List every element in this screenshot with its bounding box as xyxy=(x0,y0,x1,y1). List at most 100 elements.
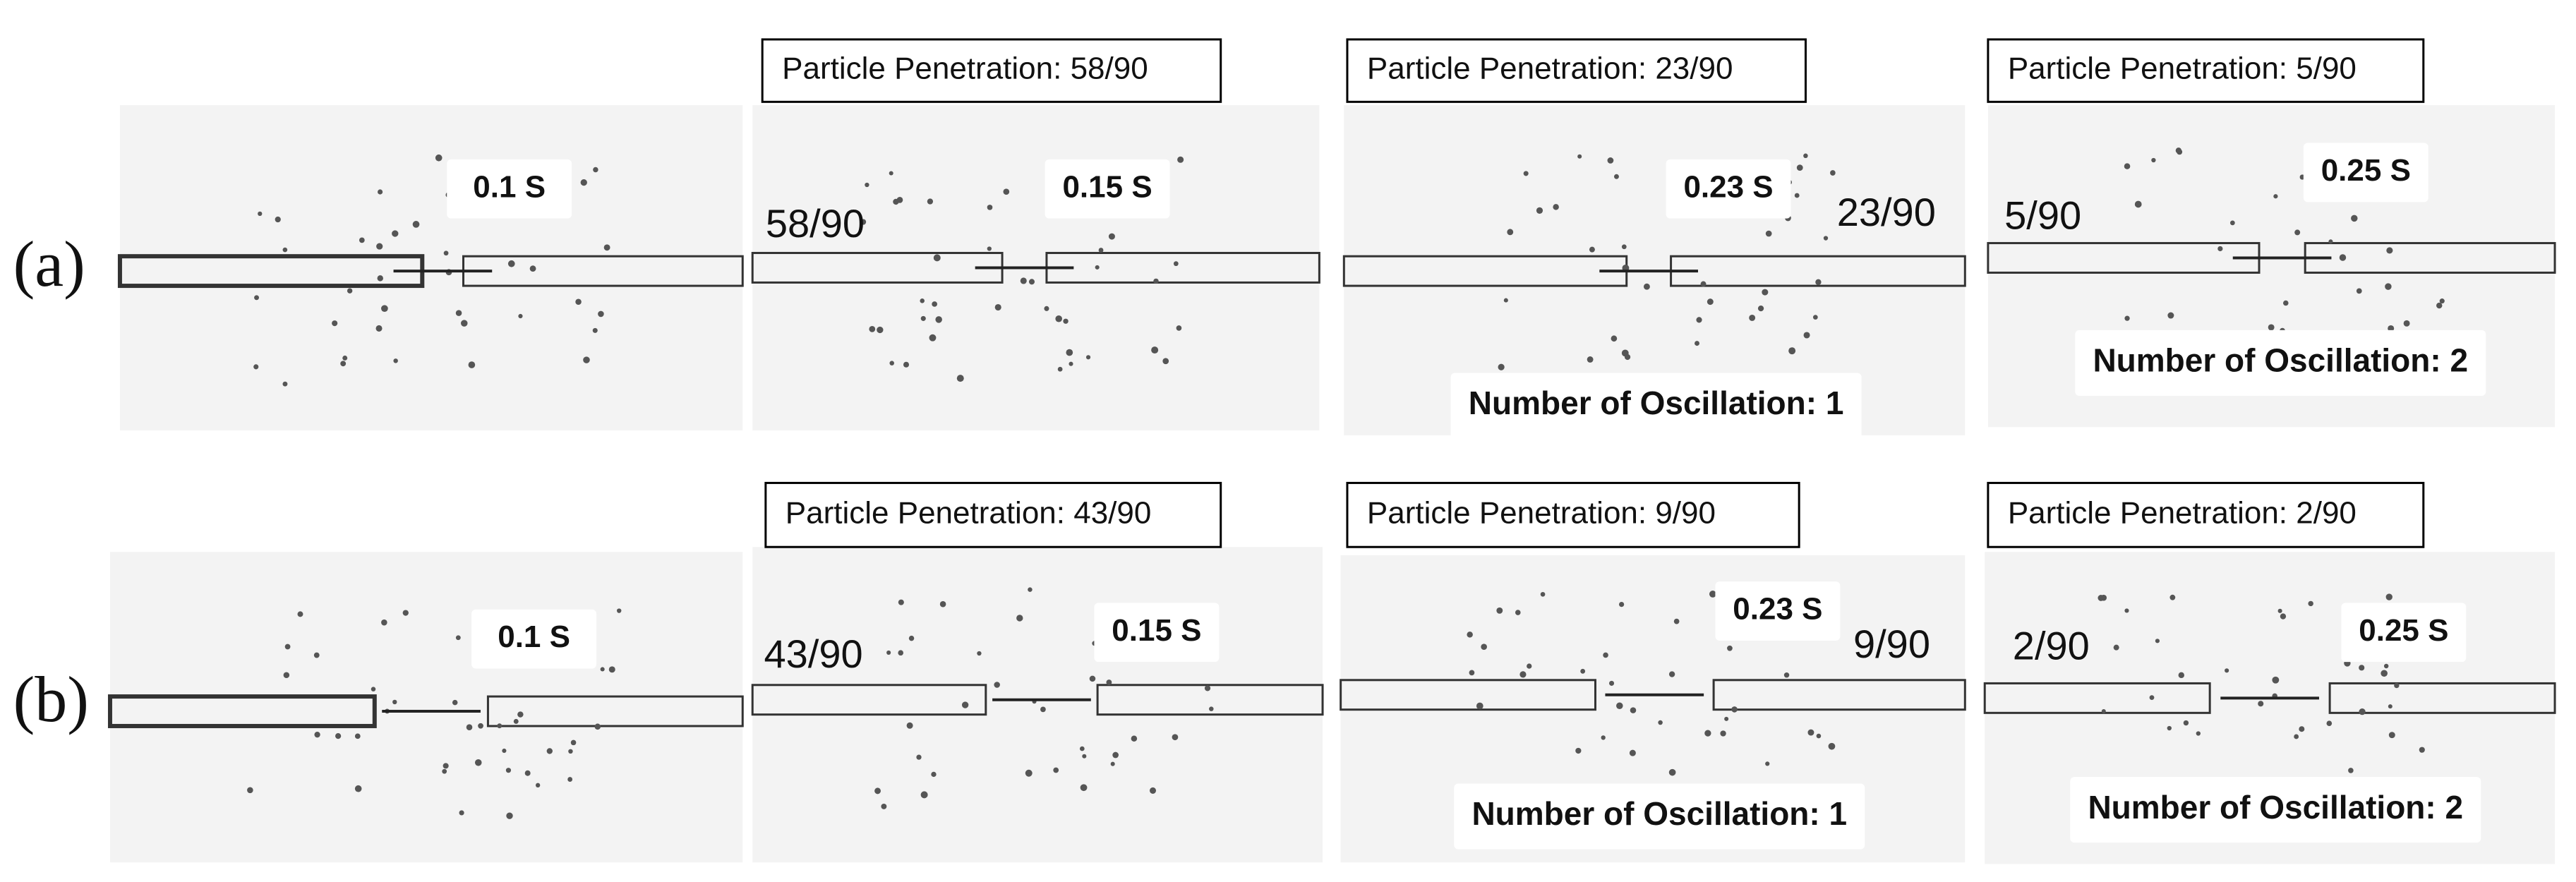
particle xyxy=(466,724,473,730)
particle xyxy=(2385,593,2393,600)
particle xyxy=(1040,706,1046,713)
particle xyxy=(497,723,502,729)
particle xyxy=(994,303,1001,311)
particle xyxy=(435,154,443,162)
time-label: 0.1 S xyxy=(473,169,546,204)
panel-background xyxy=(109,552,743,863)
particle xyxy=(2328,239,2333,244)
oscillation-label: Number of Oscillation: 1 xyxy=(1469,385,1844,421)
particle xyxy=(583,356,590,363)
penetration-box xyxy=(764,481,1222,548)
particle xyxy=(282,381,288,387)
particle xyxy=(2258,701,2264,707)
particle xyxy=(402,610,409,616)
particle xyxy=(1110,761,1115,766)
particle xyxy=(916,754,922,760)
penetration-count: 5/90 xyxy=(2004,193,2081,237)
particle xyxy=(1172,734,1179,741)
particle xyxy=(1098,248,1104,253)
time-label-box xyxy=(471,609,597,669)
particle xyxy=(1082,754,1087,759)
particle xyxy=(570,739,577,746)
penetration-count: 23/90 xyxy=(1837,190,1936,234)
penetration-count: 43/90 xyxy=(764,632,863,676)
particle xyxy=(1085,355,1091,360)
particle xyxy=(594,723,601,730)
particle xyxy=(1587,356,1594,363)
panel: 0.25 S Particle Penetration: 5/90 5/90 Numb… xyxy=(1987,38,2556,428)
particle xyxy=(881,803,887,809)
particle xyxy=(1673,618,1680,624)
particle xyxy=(1788,347,1796,355)
particle xyxy=(1828,742,1836,750)
particle xyxy=(977,651,982,656)
oscillation-box xyxy=(2070,777,2481,843)
particle xyxy=(2383,663,2389,669)
particle xyxy=(1095,265,1100,270)
particle xyxy=(2283,300,2289,306)
particle xyxy=(1589,246,1595,253)
particle xyxy=(340,361,347,367)
time-label: 0.23 S xyxy=(1733,592,1822,627)
particle xyxy=(381,619,387,626)
particle xyxy=(1003,188,1010,195)
particle xyxy=(1668,671,1675,677)
particle xyxy=(592,327,598,333)
particle xyxy=(869,325,876,332)
particle xyxy=(2169,594,2176,600)
particle xyxy=(1575,747,1582,754)
particle xyxy=(1709,591,1716,598)
penetration-label: Particle Penetration: 9/90 xyxy=(1367,495,1716,530)
particle xyxy=(1658,720,1663,725)
penetration-box xyxy=(1346,38,1807,103)
particle xyxy=(2326,720,2333,727)
tube xyxy=(107,694,377,728)
particle xyxy=(2268,324,2275,331)
particle xyxy=(253,364,259,370)
oscillation-box xyxy=(1454,783,1865,850)
particle xyxy=(600,667,605,672)
particle xyxy=(546,748,553,754)
particle xyxy=(347,288,353,294)
particle xyxy=(933,254,941,262)
particle xyxy=(314,732,320,738)
particle xyxy=(1089,675,1096,682)
particle xyxy=(2272,676,2280,684)
time-label-box xyxy=(2341,603,2467,663)
particle xyxy=(2294,734,2299,739)
particle xyxy=(1131,735,1138,742)
particle xyxy=(874,787,881,795)
particle xyxy=(1727,645,1733,651)
particle xyxy=(2273,194,2278,199)
particle xyxy=(567,777,573,782)
particle xyxy=(1630,707,1637,713)
particle xyxy=(461,320,468,327)
particle xyxy=(860,219,867,225)
panel: 0.1 S xyxy=(117,104,744,430)
particle xyxy=(898,650,904,656)
particle xyxy=(2439,298,2445,304)
particle xyxy=(513,718,519,724)
particle xyxy=(1527,663,1532,669)
particle xyxy=(2381,670,2388,677)
penetration-box xyxy=(1987,38,2425,103)
particle xyxy=(354,733,361,739)
particle xyxy=(371,687,376,691)
particle xyxy=(1553,204,1559,210)
particle xyxy=(2394,682,2400,689)
particle xyxy=(359,237,365,243)
particle xyxy=(377,275,383,282)
particle xyxy=(1173,261,1179,267)
particle xyxy=(2388,704,2393,709)
particle xyxy=(2225,668,2229,673)
panel: 0.23 S Particle Penetration: 23/90 23/90 Nu… xyxy=(1342,38,1966,439)
particle xyxy=(247,787,253,794)
particle xyxy=(354,785,362,792)
particle xyxy=(1519,671,1527,678)
particle xyxy=(2351,215,2358,222)
oscillation-label: Number of Oscillation: 2 xyxy=(2088,789,2463,826)
particle xyxy=(1055,315,1062,322)
particle xyxy=(1028,587,1033,592)
panel-background xyxy=(752,547,1323,863)
tube xyxy=(1096,684,1324,716)
